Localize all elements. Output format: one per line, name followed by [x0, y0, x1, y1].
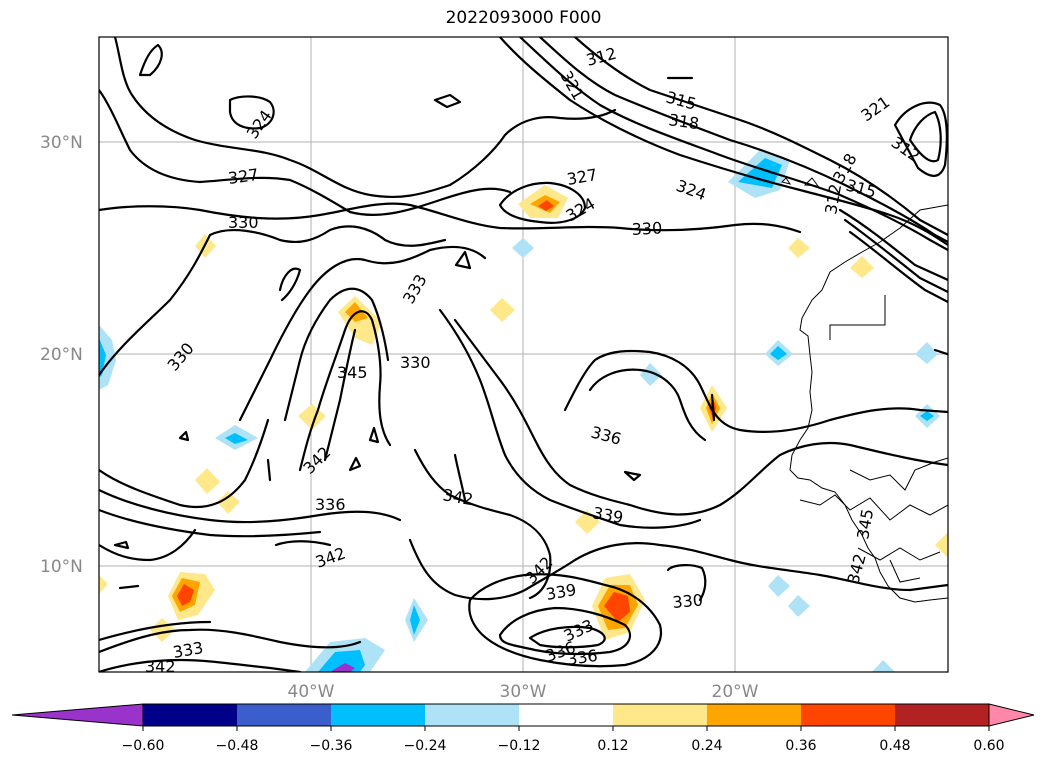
colorbar: −0.60 −0.48 −0.36 −0.24 −0.12 0.12 0.24 0.36 0.4…	[11, 703, 1035, 754]
colorbar-segment	[519, 704, 614, 726]
contour-label: 327	[227, 165, 260, 188]
colorbar-tick-label: −0.60	[122, 738, 165, 754]
contour-label: 318	[667, 110, 700, 133]
colorbar-segment	[707, 704, 802, 726]
colorbar-tick-label: 0.12	[597, 738, 628, 754]
colorbar-segment	[801, 704, 896, 726]
contour-label: 330	[400, 353, 431, 372]
contour-label: 336	[566, 646, 599, 669]
contour-label: 330	[228, 213, 259, 232]
lon-label: 40°W	[288, 682, 335, 702]
colorbar-segment	[237, 704, 332, 726]
colorbar-tick-label: −0.12	[498, 738, 541, 754]
coastlines	[781, 177, 948, 603]
colorbar-segment	[331, 704, 426, 726]
contour-label: 330	[631, 218, 662, 239]
lat-label: 30°N	[40, 133, 83, 153]
contour-label: 342	[145, 657, 176, 676]
colorbar-tick-label: 0.48	[879, 738, 910, 754]
colorbar-segment	[613, 704, 708, 726]
colorbar-frame	[142, 703, 990, 727]
latitude-labels: 30°N 20°N 10°N	[40, 133, 83, 577]
longitude-labels: 40°W 30°W 20°W	[288, 682, 759, 702]
map-title: 2022093000 F000	[445, 8, 602, 28]
lat-label: 20°N	[40, 345, 83, 365]
map-frame	[98, 36, 949, 673]
colorbar-tick-label: −0.24	[404, 738, 447, 754]
contour-label: 345	[337, 363, 368, 382]
colorbar-tick-label: 0.24	[691, 738, 722, 754]
colorbar-tick-label: 0.36	[785, 738, 816, 754]
colorbar-segment	[895, 704, 990, 726]
colorbar-extend-high	[988, 703, 1035, 727]
contour-label: 336	[315, 495, 346, 514]
colorbar-tick-label: 0.60	[973, 738, 1004, 754]
gridlines	[99, 37, 948, 672]
lon-label: 20°W	[712, 682, 759, 702]
colorbar-tick-label: −0.48	[216, 738, 259, 754]
colorbar-tick-label: −0.36	[310, 738, 353, 754]
colorbar-extend-low	[11, 703, 144, 727]
colorbar-segment	[143, 704, 238, 726]
contour-lines	[99, 37, 948, 672]
colorbar-segment	[425, 704, 520, 726]
lon-label: 30°W	[500, 682, 547, 702]
contour-label: 330	[672, 590, 704, 612]
lat-label: 10°N	[40, 557, 83, 577]
